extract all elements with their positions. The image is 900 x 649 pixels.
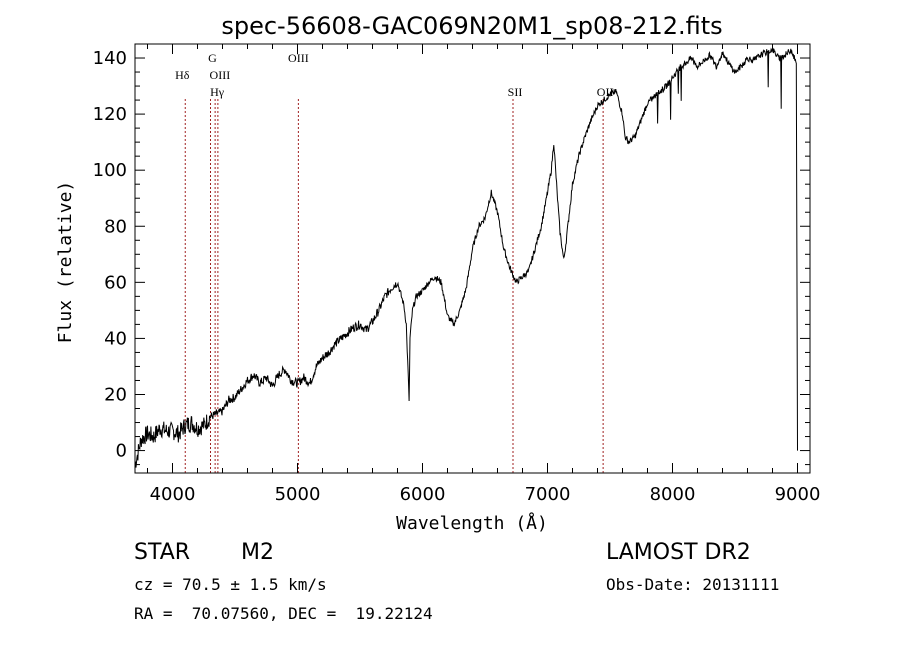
line-marker-label: Hγ [210, 85, 225, 99]
survey-name: LAMOST DR2 [606, 540, 751, 565]
y-tick-label: 40 [104, 328, 127, 349]
y-axis-label: Flux (relative) [55, 181, 76, 344]
y-tick-label: 80 [104, 216, 127, 237]
x-tick-label: 9000 [775, 484, 821, 505]
redshift-line: cz = 70.5 ± 1.5 km/s [134, 575, 327, 594]
line-marker-label: SII [508, 85, 523, 99]
x-tick-label: 4000 [150, 484, 196, 505]
y-tick-label: 60 [104, 272, 127, 293]
y-tick-label: 140 [93, 48, 127, 69]
line-marker-label: OIII [210, 68, 231, 82]
y-tick-label: 100 [93, 160, 127, 181]
x-tick-label: 5000 [275, 484, 321, 505]
line-marker-label: G [208, 51, 217, 65]
y-tick-label: 0 [116, 441, 127, 462]
y-tick-label: 20 [104, 384, 127, 405]
x-axis-label: Wavelength (Å) [396, 512, 548, 534]
x-tick-label: 8000 [650, 484, 696, 505]
object-class: STAR [134, 540, 191, 565]
chart-title: spec-56608-GAC069N20M1_sp08-212.fits [221, 12, 722, 40]
series-layer [134, 46, 798, 468]
plot-frame [134, 43, 811, 474]
coords-line: RA = 70.07560, DEC = 19.22124 [134, 604, 433, 623]
y-tick-label: 120 [93, 104, 127, 125]
object-subclass: M2 [241, 540, 274, 565]
spectrum-line [134, 46, 798, 468]
x-tick-label: 7000 [525, 484, 571, 505]
axis-ticks: 4000 5000 6000 7000 8000 9000 0 20 40 60 80 100 120 1… [93, 43, 821, 505]
obs-date-line: Obs-Date: 20131111 [606, 575, 780, 594]
line-marker-label: Hδ [175, 68, 190, 82]
x-tick-label: 6000 [400, 484, 446, 505]
line-marker-label: OIII [288, 51, 309, 65]
